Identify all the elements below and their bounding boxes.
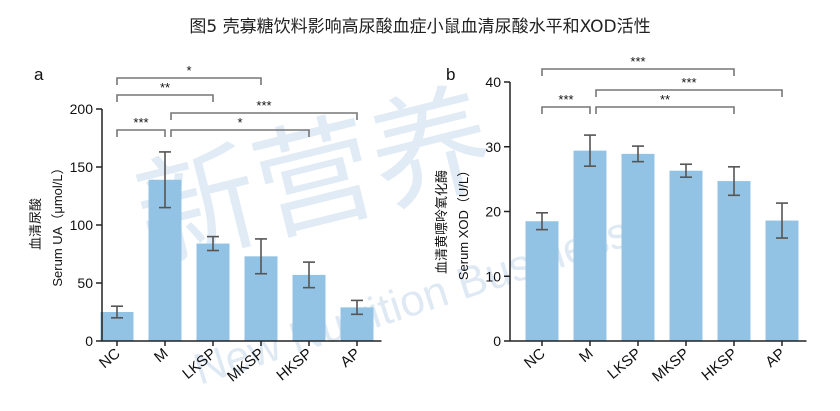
panel-b-bracket-label-1: *** bbox=[630, 54, 645, 69]
panel-b-bracket-0 bbox=[541, 106, 591, 114]
panel-a-ytick-label-0: 0 bbox=[85, 333, 93, 349]
panel-b-bar-hksp bbox=[717, 181, 751, 341]
panel-b-xtick-label-ap: AP bbox=[762, 345, 788, 371]
figure-title: 图5 壳寡糖饮料影响高尿酸血症小鼠血清尿酸水平和XOD活性 bbox=[189, 17, 650, 37]
panel-a-bracket-label-0: *** bbox=[133, 115, 148, 130]
panel-b-bar-nc bbox=[525, 221, 559, 341]
panel-b-bar-mksp bbox=[669, 170, 703, 341]
panel-b-bar-ap bbox=[765, 220, 799, 341]
panel-b-ytick-label-0: 0 bbox=[493, 333, 501, 349]
panel-b-ytick-label-40: 40 bbox=[485, 74, 501, 90]
panel-b-significance: *********** bbox=[541, 54, 783, 114]
panel-a-ylabel-cn: 血清尿酸 bbox=[29, 198, 44, 250]
panel-b-xtick-label-hksp: HKSP bbox=[698, 345, 740, 384]
panel-b-bracket-1 bbox=[541, 68, 735, 76]
panel-b-bracket-3 bbox=[595, 106, 735, 114]
panel-b-xtick-label-mksp: MKSP bbox=[649, 345, 692, 385]
panel-a-bracket-label-2: * bbox=[186, 63, 191, 78]
panel-b-error-bars bbox=[536, 134, 788, 239]
panel-b-letter: b bbox=[446, 65, 455, 84]
panel-a-ytick-label-50: 50 bbox=[77, 275, 93, 291]
panel-b-ytick-label-30: 30 bbox=[485, 139, 501, 155]
panel-b-bracket-2 bbox=[595, 89, 783, 97]
panel-b-bars bbox=[525, 150, 799, 341]
panel-a-ylabel-en: Serum UA（μmol/L） bbox=[50, 161, 65, 286]
panel-a-bracket-1 bbox=[116, 94, 214, 102]
panel-a-bracket-2 bbox=[116, 77, 262, 85]
panel-b-ylabel-en: Serum XOD（U/L） bbox=[456, 164, 471, 280]
panel-b-xtick-label-nc: NC bbox=[521, 345, 549, 372]
panel-a-ytick-label-150: 150 bbox=[70, 159, 94, 175]
panel-a-bracket-3 bbox=[170, 129, 310, 137]
panel-a-bar-lksp bbox=[196, 243, 230, 341]
panel-b-ylabel-cn: 血清黄嘌呤氧化酶 bbox=[434, 170, 450, 274]
panel-a-xtick-label-m: M bbox=[151, 345, 172, 366]
panel-a-ytick-label-200: 200 bbox=[70, 101, 94, 117]
panel-a-bracket-label-1: ** bbox=[160, 80, 170, 95]
panel-b-bracket-label-0: *** bbox=[558, 92, 573, 107]
panel-a-xtick-label-nc: NC bbox=[96, 345, 124, 372]
panel-a-bracket-4 bbox=[170, 112, 358, 120]
panel-a-bracket-label-4: *** bbox=[256, 98, 271, 113]
panel-b-ytick-label-10: 10 bbox=[485, 268, 501, 284]
panel-b-bar-m bbox=[573, 150, 607, 341]
panel-b-bracket-label-3: ** bbox=[660, 92, 670, 107]
panel-b-xtick-label-m: M bbox=[576, 345, 597, 366]
panel-b-ytick-label-20: 20 bbox=[485, 204, 501, 220]
panel-b-bracket-label-2: *** bbox=[681, 75, 696, 90]
panel-a-ytick-label-100: 100 bbox=[70, 217, 94, 233]
panel-b-bar-lksp bbox=[621, 153, 655, 341]
panel-a-bracket-label-3: * bbox=[237, 115, 242, 130]
panel-a-bracket-0 bbox=[116, 129, 166, 137]
panel-b-xtick-label-lksp: LKSP bbox=[604, 345, 644, 383]
panel-a-significance: ********** bbox=[116, 63, 358, 137]
panel-a-letter: a bbox=[34, 65, 44, 84]
panel-a-error-bars bbox=[111, 151, 363, 319]
